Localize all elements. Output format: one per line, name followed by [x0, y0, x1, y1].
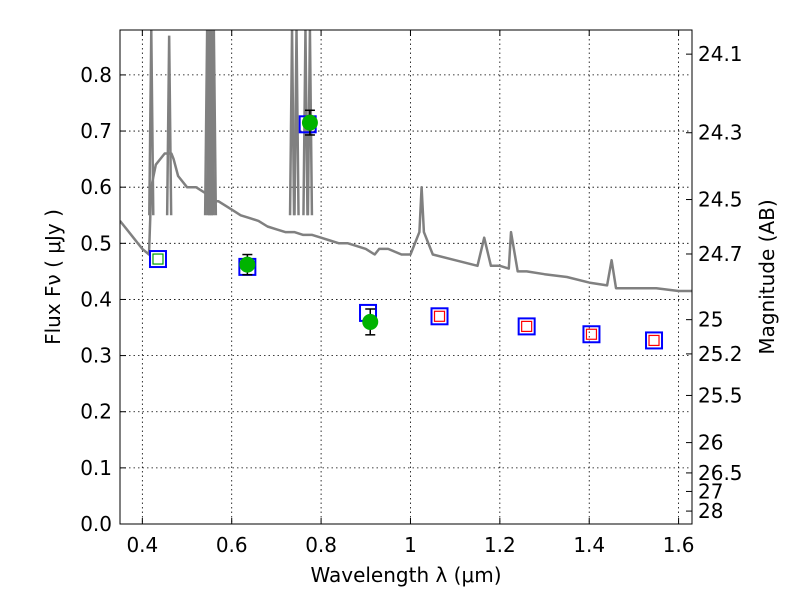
right-tick-label: 25.5 [698, 383, 743, 407]
right-tick-label: 24.7 [698, 242, 743, 266]
y-tick-label: 0.1 [80, 456, 112, 480]
y-tick-label: 0.6 [80, 175, 112, 199]
x-tick-label: 0.4 [126, 533, 158, 557]
right-tick-label: 25.2 [698, 342, 743, 366]
x-tick-label: 1.4 [573, 533, 605, 557]
y-tick-label: 0.5 [80, 231, 112, 255]
sed-emission-spike [293, 30, 300, 216]
model-flux-box [517, 317, 536, 336]
x-tick-label: 0.6 [216, 533, 248, 557]
model-flux-inner-box [585, 328, 598, 340]
y-tick-label: 0.7 [80, 119, 112, 143]
sed-group [120, 30, 692, 293]
sed-line [120, 152, 692, 293]
points-layer [148, 109, 664, 350]
model-flux-inner-box [648, 334, 660, 347]
x-tick-label: 0.8 [305, 533, 337, 557]
ticks-layer: 0.4 0.6 0.8 1 1.2 1.4 1.6 0.0 0.1 0.2 0.3 0.4 0.5 0.6… [80, 30, 743, 557]
y-axis-label: Flux Fν ( μJy ) [41, 209, 65, 345]
sed-emission-spike [210, 30, 218, 216]
sed-emission-spike [288, 30, 296, 216]
right-tick-label: 26 [698, 431, 723, 455]
right-tick-label: 28 [698, 499, 723, 523]
y-tick-label: 0.4 [80, 287, 112, 311]
model-flux-box [645, 331, 664, 350]
x-tick-label: 1.2 [484, 533, 516, 557]
y-tick-label: 0.8 [80, 63, 112, 87]
sed-emission-spike [148, 30, 155, 216]
x-tick-label: 1 [404, 533, 417, 557]
right-tick-label: 24.3 [698, 121, 743, 145]
x-tick-label: 1.6 [663, 533, 695, 557]
right-tick-label: 24.1 [698, 42, 743, 66]
model-flux-inner-box [152, 253, 164, 265]
sed-emission-spike [165, 35, 173, 216]
sed-emission-spike [306, 30, 314, 216]
model-flux-inner-box [521, 320, 533, 332]
observed-flux-point [362, 313, 379, 330]
plot-frame [119, 29, 693, 525]
observed-flux-point [239, 256, 256, 273]
right-tick-label: 27 [698, 479, 723, 503]
model-flux-inner-box [433, 310, 446, 322]
right-tick-label: 24.5 [698, 188, 743, 212]
right-tick-label: 26.5 [698, 461, 743, 485]
x-axis-label: Wavelength λ (μm) [310, 563, 501, 587]
right-axis-label: Magnitude (AB) [755, 199, 779, 354]
y-tick-label: 0.2 [80, 400, 112, 424]
right-tick-label: 25 [698, 308, 723, 332]
sed-layer [120, 30, 692, 293]
observed-flux-point [301, 114, 318, 131]
y-tick-label: 0.3 [80, 344, 112, 368]
model-flux-box [582, 325, 601, 344]
model-flux-box [430, 307, 449, 326]
sed-emission-spike [302, 30, 309, 216]
y-tick-label: 0.0 [80, 512, 112, 536]
model-flux-box [148, 250, 167, 269]
